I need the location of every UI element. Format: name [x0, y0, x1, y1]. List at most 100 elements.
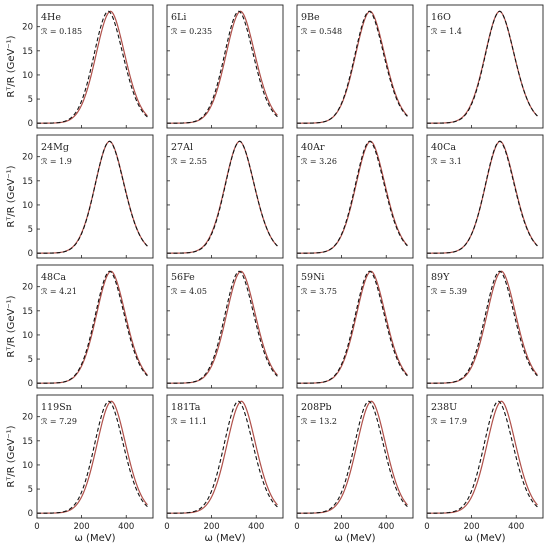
panel-frame — [166, 4, 284, 129]
ratio-label: ℛ = 3.1 — [431, 157, 462, 166]
x-axis-title: ω (MeV) — [75, 533, 116, 544]
series-solid-line — [427, 270, 538, 384]
x-tick-label: 400 — [508, 522, 524, 532]
nucleus-label: 40Ar — [301, 142, 325, 153]
y-tick-label: 0 — [28, 509, 33, 519]
y-tick-label: 0 — [28, 119, 33, 129]
x-tick-label: 0 — [164, 522, 169, 532]
x-tick-label: 200 — [203, 522, 219, 532]
panel-59Ni: 59Ni ℛ = 3.75 — [296, 264, 414, 389]
ratio-label: ℛ = 3.26 — [301, 157, 337, 166]
panel-4He: 0 5 10 15 20 4He ℛ = 0.185 — [22, 4, 154, 129]
y-axis-title: Rᵀ/R (GeV⁻¹) — [6, 35, 17, 97]
panel-40Ar: 40Ar ℛ = 3.26 — [296, 134, 414, 259]
y-tick-label: 20 — [22, 413, 33, 423]
panel-16O: 16O ℛ = 1.4 — [426, 4, 544, 129]
ratio-label: ℛ = 4.05 — [171, 287, 207, 296]
nucleus-label: 4He — [41, 12, 61, 23]
panel-frame — [166, 134, 284, 259]
series-dashed-line — [37, 400, 148, 514]
panel-frame — [36, 4, 154, 129]
panel-frame — [166, 264, 284, 389]
y-tick-label: 5 — [28, 95, 33, 105]
nucleus-label: 119Sn — [41, 402, 72, 413]
y-tick-label: 15 — [22, 47, 33, 57]
series-dashed-line — [167, 140, 278, 254]
y-tick-label: 10 — [22, 71, 33, 81]
ratio-label: ℛ = 0.185 — [41, 27, 82, 36]
x-axis-title: ω (MeV) — [465, 533, 506, 544]
ratio-label: ℛ = 5.39 — [431, 287, 467, 296]
series-solid-line — [167, 10, 278, 124]
nucleus-label: 24Mg — [41, 142, 69, 153]
panel-40Ca: 40Ca ℛ = 3.1 — [426, 134, 544, 259]
series-dashed-line — [427, 140, 538, 254]
panel-27Al: 27Al ℛ = 2.55 — [166, 134, 284, 259]
ratio-label: ℛ = 1.4 — [431, 27, 462, 36]
nucleus-label: 181Ta — [171, 402, 201, 413]
y-axis-title: Rᵀ/R (GeV⁻¹) — [6, 295, 17, 357]
x-axis-title: ω (MeV) — [335, 533, 376, 544]
series-solid-line — [37, 270, 148, 384]
y-tick-label: 10 — [22, 331, 33, 341]
series-solid-line — [297, 10, 408, 124]
x-axis-title: ω (MeV) — [205, 533, 246, 544]
panel-89Y: 89Y ℛ = 5.39 — [426, 264, 544, 389]
series-solid-line — [37, 10, 148, 124]
series-dashed-line — [37, 140, 148, 254]
x-tick-label: 200 — [73, 522, 89, 532]
ratio-label: ℛ = 2.55 — [171, 157, 207, 166]
ratio-label: ℛ = 13.2 — [301, 417, 337, 426]
nucleus-label: 238U — [431, 402, 457, 413]
series-solid-line — [167, 400, 278, 514]
x-tick-label: 400 — [118, 522, 134, 532]
panel-frame — [296, 4, 414, 129]
panel-9Be: 9Be ℛ = 0.548 — [296, 4, 414, 129]
nucleus-label: 6Li — [171, 12, 186, 23]
panel-frame — [36, 394, 154, 519]
panel-56Fe: 56Fe ℛ = 4.05 — [166, 264, 284, 389]
series-dashed-line — [297, 140, 408, 254]
panel-frame — [296, 264, 414, 389]
panel-238U: 0 200 400 238U ℛ = 17.9 — [424, 394, 544, 532]
ratio-label: ℛ = 4.21 — [41, 287, 77, 296]
y-tick-label: 10 — [22, 201, 33, 211]
y-tick-label: 20 — [22, 153, 33, 163]
nucleus-label: 89Y — [431, 272, 450, 283]
series-solid-line — [297, 400, 408, 514]
nucleus-label: 9Be — [301, 12, 320, 23]
panel-frame — [426, 4, 544, 129]
y-tick-label: 5 — [28, 485, 33, 495]
x-tick-label: 200 — [333, 522, 349, 532]
nucleus-label: 40Ca — [431, 142, 456, 153]
series-dashed-line — [297, 270, 408, 384]
series-dashed-line — [37, 270, 148, 384]
ratio-label: ℛ = 3.75 — [301, 287, 337, 296]
nucleus-label: 16O — [431, 12, 451, 23]
series-dashed-line — [297, 10, 408, 124]
panel-6Li: 6Li ℛ = 0.235 — [166, 4, 284, 129]
series-dashed-line — [297, 400, 408, 514]
panel-frame — [426, 134, 544, 259]
series-dashed-line — [167, 400, 278, 514]
y-tick-label: 20 — [22, 23, 33, 33]
x-tick-label: 0 — [294, 522, 299, 532]
ratio-label: ℛ = 17.9 — [431, 417, 467, 426]
nucleus-label: 59Ni — [301, 272, 324, 283]
panel-24Mg: 0 5 10 15 20 24Mg ℛ = 1.9 — [22, 134, 154, 259]
series-dashed-line — [427, 10, 538, 124]
series-solid-line — [167, 270, 278, 384]
series-dashed-line — [167, 10, 278, 124]
series-dashed-line — [37, 10, 148, 124]
nucleus-label: 208Pb — [301, 402, 332, 413]
y-tick-label: 15 — [22, 437, 33, 447]
series-dashed-line — [427, 400, 538, 514]
panel-frame — [36, 264, 154, 389]
panel-frame — [296, 134, 414, 259]
x-tick-label: 0 — [34, 522, 39, 532]
nucleus-label: 27Al — [171, 142, 193, 153]
panel-48Ca: 0 5 10 15 20 48Ca ℛ = 4.21 — [22, 264, 154, 389]
ratio-label: ℛ = 0.235 — [171, 27, 212, 36]
